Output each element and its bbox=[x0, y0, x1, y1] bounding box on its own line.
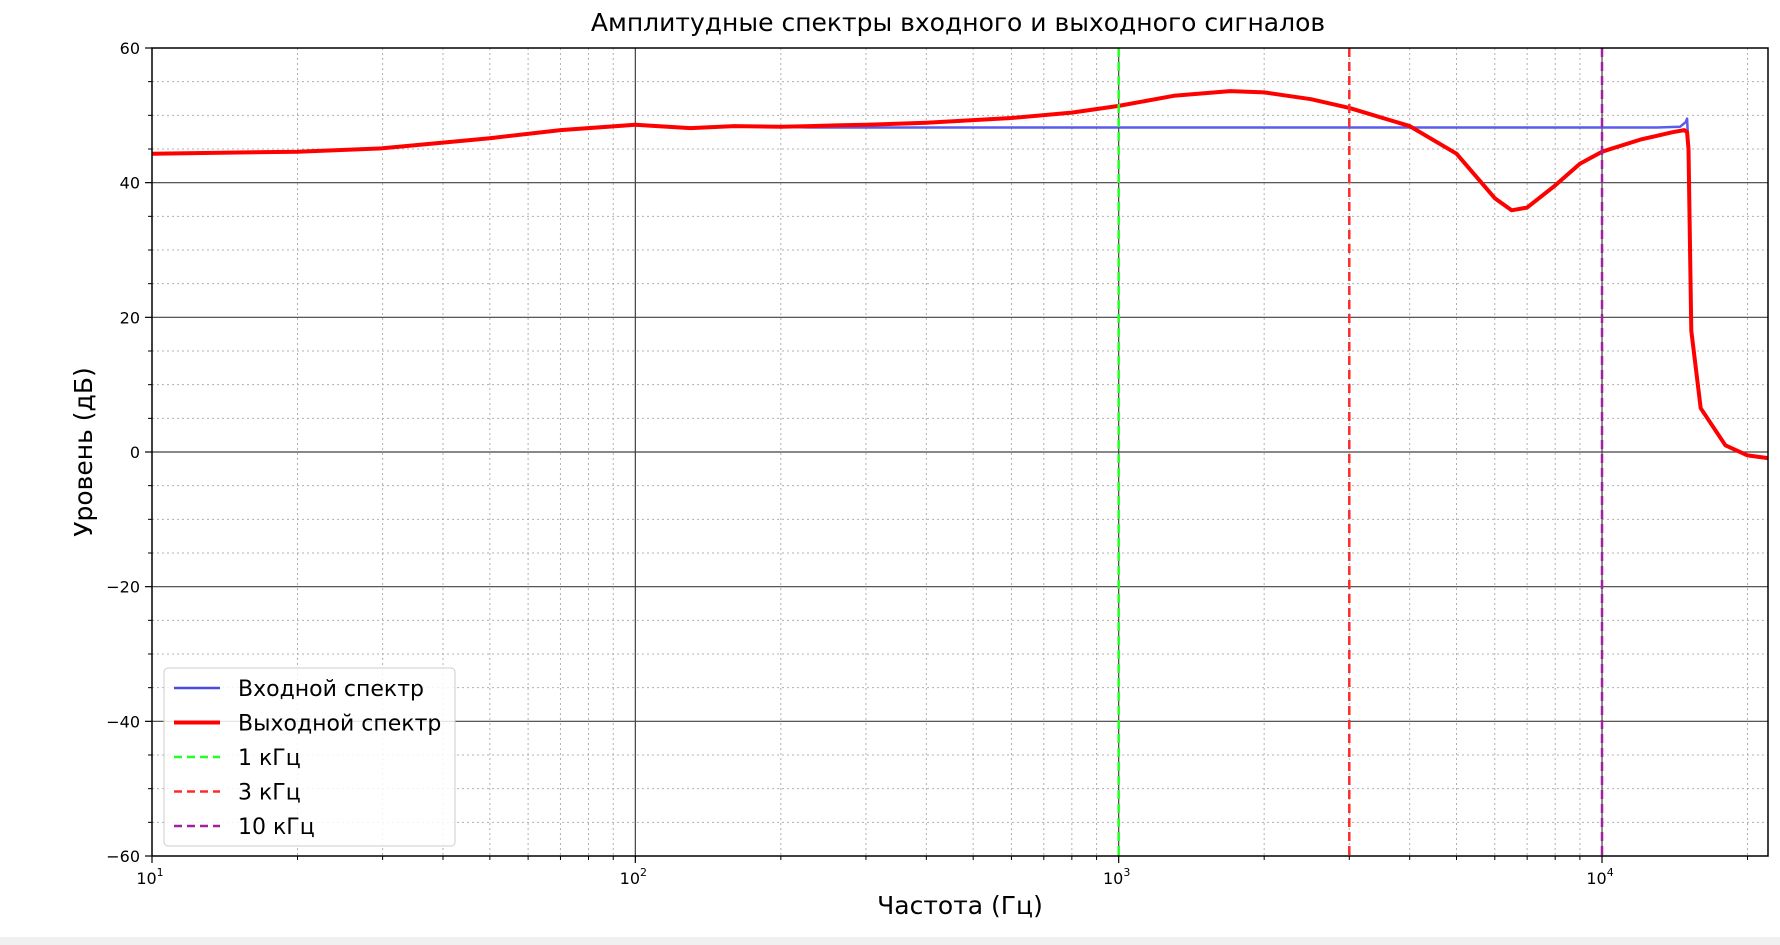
y-tick-label: 40 bbox=[120, 174, 140, 193]
series-line-1 bbox=[151, 117, 1769, 460]
x-tick-label: 102 bbox=[620, 866, 647, 888]
legend: Входной спектр Выходной спектр 1 кГц 3 кГц 1… bbox=[163, 667, 456, 847]
y-axis-label: Уровень (дБ) bbox=[69, 367, 98, 536]
y-tick-label: −60 bbox=[106, 847, 140, 866]
x-tick-label: 103 bbox=[1103, 866, 1130, 888]
x-axis-label: Частота (Гц) bbox=[877, 891, 1043, 920]
window-bottom-strip bbox=[0, 937, 1780, 945]
grid-minor bbox=[152, 48, 1768, 856]
y-tick-label: −40 bbox=[106, 712, 140, 731]
y-tick-label: 0 bbox=[130, 443, 140, 462]
legend-box bbox=[163, 667, 456, 847]
legend-label: Выходной спектр bbox=[238, 712, 441, 737]
legend-label: 3 кГц bbox=[238, 781, 301, 806]
y-tick-label: −20 bbox=[106, 578, 140, 597]
tick-labels: 101 102 103 104 60 40 20 0 −20 −40 −60 bbox=[106, 39, 1613, 888]
vertical-markers bbox=[1117, 48, 1604, 856]
legend-label: 1 кГц bbox=[238, 746, 301, 771]
axis-ticks bbox=[145, 47, 1749, 863]
x-tick-label: 101 bbox=[136, 866, 163, 888]
series-line-2 bbox=[151, 89, 1769, 461]
x-tick-label: 104 bbox=[1586, 866, 1613, 888]
legend-label: 10 кГц bbox=[238, 815, 315, 840]
chart-title: Амплитудные спектры входного и выходного… bbox=[591, 8, 1325, 37]
y-tick-label: 60 bbox=[120, 39, 140, 58]
legend-label: Входной спектр bbox=[238, 677, 424, 702]
plot-lines bbox=[151, 89, 1769, 461]
y-tick-label: 20 bbox=[120, 308, 140, 327]
